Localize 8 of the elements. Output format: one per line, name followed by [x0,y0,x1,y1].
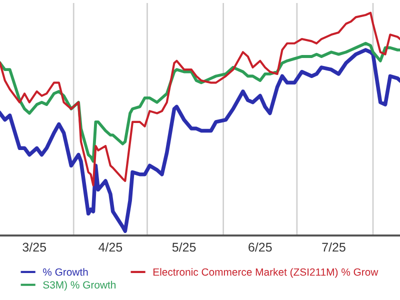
x-tick-label: 3/25 [22,242,46,252]
legend-label: S3M) % Growth [43,280,116,291]
x-tick-label: 6/25 [248,242,272,252]
x-tick-label: 7/25 [322,242,346,252]
x-tick-label: 5/25 [172,242,196,252]
x-tick-label: 4/25 [98,242,122,252]
legend-label: Electronic Commerce Market (ZSI211M) % Grow [153,268,378,278]
legend-label: % Growth [43,268,88,276]
